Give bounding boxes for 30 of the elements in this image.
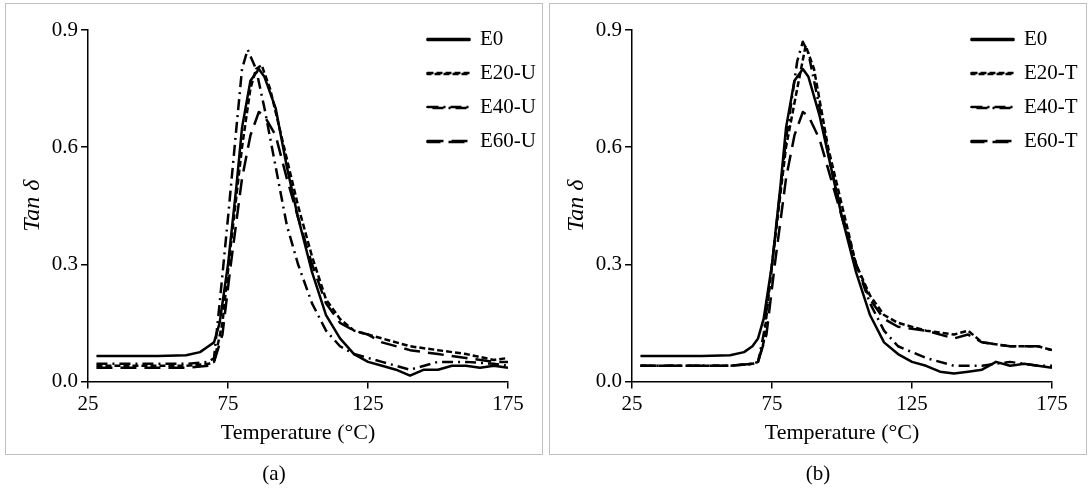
legend-label: E60-U (480, 128, 536, 153)
x-tick-label: 175 (492, 390, 524, 415)
legend-label: E20-T (1024, 60, 1078, 85)
x-tick-label: 25 (621, 390, 643, 415)
x-tick-label: 125 (896, 390, 928, 415)
x-tick-label: 75 (217, 390, 239, 415)
y-tick-label: 0.9 (595, 16, 623, 41)
x-tick-label: 75 (761, 390, 783, 415)
y-tick-label: 0.0 (51, 367, 79, 392)
y-tick-label: 0.9 (51, 16, 79, 41)
legend-label: E0 (1024, 26, 1048, 51)
x-axis-title: Temperature (°C) (220, 418, 376, 444)
legend-label: E0 (480, 26, 504, 51)
x-tick-label: 175 (1036, 390, 1068, 415)
legend-label: E60-T (1024, 128, 1078, 153)
y-tick-label: 0.3 (51, 250, 79, 275)
y-tick-label: 0.6 (51, 133, 79, 158)
text: (a) (261, 461, 287, 486)
y-axis-title: Tan δ (561, 178, 588, 232)
x-tick-label: 125 (352, 390, 384, 415)
y-tick-label: 0.6 (595, 133, 623, 158)
x-axis-title: Temperature (°C) (764, 418, 920, 444)
legend-label: E40-U (480, 94, 536, 119)
y-axis-title: Tan δ (17, 178, 44, 232)
legend-label: E40-T (1024, 94, 1078, 119)
text: (b) (804, 461, 832, 486)
y-tick-label: 0.0 (595, 367, 623, 392)
y-tick-label: 0.3 (595, 250, 623, 275)
legend-label: E20-U (480, 60, 536, 85)
x-tick-label: 25 (77, 390, 99, 415)
